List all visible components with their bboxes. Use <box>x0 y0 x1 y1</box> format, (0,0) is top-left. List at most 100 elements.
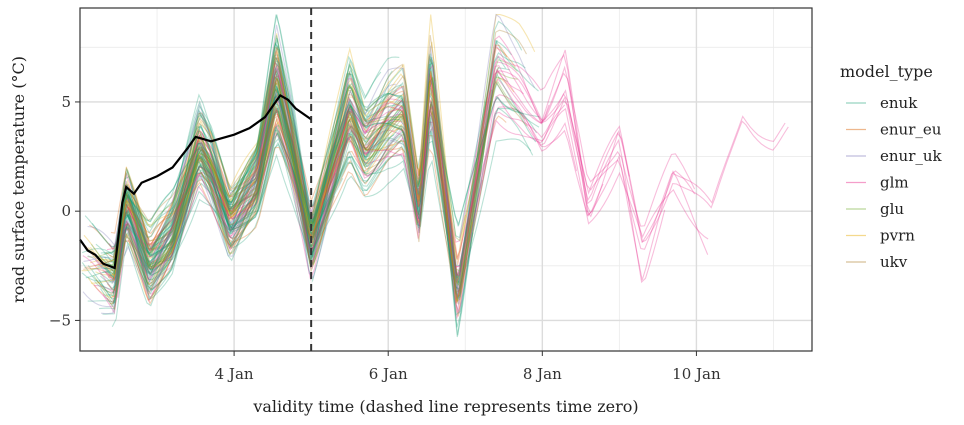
x-tick-label: 6 Jan <box>369 365 408 383</box>
series-line-enur_eu <box>112 114 476 294</box>
series-line-enur_uk <box>123 97 402 292</box>
series-line-glm <box>125 106 604 277</box>
series-line-enuk <box>99 68 474 338</box>
series-line-glm <box>104 92 592 284</box>
series-line-pvrn <box>122 85 390 260</box>
series-line-enur_eu <box>84 116 359 269</box>
series-line-enuk <box>109 14 400 275</box>
series-line-enuk <box>117 82 384 288</box>
legend-label-ukv: ukv <box>880 253 908 271</box>
series-line-enuk <box>116 57 333 292</box>
series-line-enuk <box>112 20 523 280</box>
series-line-enuk <box>112 56 484 305</box>
series-line-enuk <box>96 131 344 276</box>
series-line-enuk <box>102 14 382 280</box>
y-tick-label: −5 <box>49 311 71 329</box>
series-line-enuk <box>92 71 398 271</box>
series-line-enuk <box>91 85 524 247</box>
series-line-enuk <box>100 58 487 305</box>
series-line-enur_eu <box>118 130 393 275</box>
series-line-glu <box>87 108 427 258</box>
series-line-enur_eu <box>120 97 427 250</box>
series-line-enuk <box>108 107 406 283</box>
series-line-pvrn <box>108 41 437 278</box>
series-line-glm <box>122 65 524 292</box>
y-axis-ticks: −5 0 5 <box>49 93 80 329</box>
series-line-enuk <box>84 87 540 249</box>
series-line-pvrn <box>87 109 428 262</box>
series-line-glm <box>112 78 696 269</box>
series-line-enuk <box>104 92 337 269</box>
series-line-pvrn <box>81 120 410 272</box>
series-line-enuk <box>100 37 498 307</box>
series-line-enuk <box>97 107 534 290</box>
series-line-enur_uk <box>87 56 396 252</box>
series-line-enuk <box>103 107 390 258</box>
legend-label-glm: glm <box>880 174 909 192</box>
series-line-enuk <box>90 68 408 270</box>
series-line-pvrn <box>89 76 515 285</box>
series-line-enur_eu <box>112 115 507 304</box>
series-line-enuk <box>102 121 454 280</box>
series-line-enuk <box>118 130 532 294</box>
series-line-enur_eu <box>89 93 387 251</box>
series-line-glm <box>106 61 786 277</box>
series-line-enuk <box>114 87 382 266</box>
legend-label-enur_uk: enur_uk <box>880 147 943 165</box>
series-line-enur_eu <box>110 46 516 265</box>
x-axis-ticks: 4 Jan 6 Jan 8 Jan 10 Jan <box>215 351 721 383</box>
series-line-enuk <box>87 77 540 300</box>
legend-title: model_type <box>840 62 933 81</box>
series-line-glm <box>94 35 666 319</box>
series-line-enur_eu <box>83 44 508 304</box>
series-line-enuk <box>100 141 483 292</box>
series-line-pvrn <box>90 80 473 302</box>
series-line-glm <box>95 107 709 281</box>
series-line-glm <box>117 104 566 299</box>
series-line-glu <box>92 80 526 305</box>
series-line-enur_uk <box>101 89 472 315</box>
series-line-enur_uk <box>82 91 327 308</box>
x-axis-label: validity time (dashed line represents ti… <box>252 397 638 416</box>
series-line-glu <box>108 71 518 297</box>
y-tick-label: 5 <box>61 93 71 111</box>
series-line-pvrn <box>89 62 492 281</box>
series-line-enuk <box>102 64 493 328</box>
series-line-enuk <box>85 143 387 279</box>
series-line-enur_eu <box>109 66 500 305</box>
series-line-glm <box>113 70 789 277</box>
series-line-enuk <box>94 42 423 294</box>
legend-label-glu: glu <box>880 200 904 218</box>
series-line-enuk <box>103 37 393 270</box>
model-series-lines <box>81 13 789 338</box>
series-line-ukv <box>105 80 361 259</box>
series-line-enuk <box>81 67 510 285</box>
series-line-ukv <box>107 101 460 280</box>
legend-label-enur_eu: enur_eu <box>880 121 942 139</box>
series-line-pvrn <box>95 14 536 286</box>
series-line-enuk <box>111 67 360 327</box>
series-line-enuk <box>98 35 539 305</box>
series-line-enuk <box>104 110 348 278</box>
series-line-ukv <box>109 109 342 268</box>
x-tick-label: 4 Jan <box>215 365 254 383</box>
series-line-enuk <box>105 92 492 316</box>
series-line-pvrn <box>87 49 413 299</box>
series-line-enur_eu <box>84 113 406 271</box>
series-line-enuk <box>82 124 395 268</box>
x-tick-label: 10 Jan <box>672 365 721 383</box>
series-line-enuk <box>123 54 507 239</box>
observed-temperature-line <box>79 93 312 270</box>
series-line-enuk <box>114 101 470 283</box>
y-tick-label: 0 <box>61 202 71 220</box>
series-line-enuk <box>108 132 422 272</box>
series-line-ukv <box>121 29 527 283</box>
series-line-enur_uk <box>102 76 408 280</box>
series-line-glm <box>108 69 696 250</box>
series-line-glu <box>116 59 518 298</box>
series-line-enuk <box>112 52 526 294</box>
